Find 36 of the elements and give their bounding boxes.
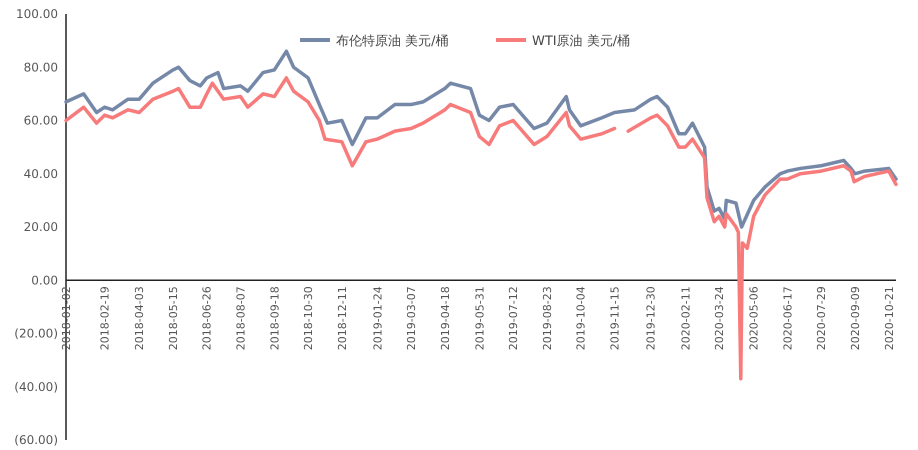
x-tick-label: 2019-08-23 — [540, 286, 554, 350]
x-tick-label: 2018-06-26 — [200, 286, 214, 350]
x-tick-label: 2020-10-21 — [882, 286, 896, 350]
legend-label: 布伦特原油 美元/桶 — [336, 33, 449, 49]
x-tick-label: 2019-11-15 — [608, 286, 622, 350]
y-tick-label: 60.00 — [24, 114, 58, 128]
x-tick-label: 2020-06-17 — [781, 286, 794, 350]
x-tick-label: 2020-05-06 — [748, 286, 761, 350]
y-tick-label: (60.00) — [14, 433, 58, 447]
x-tick-label: 2020-09-09 — [848, 286, 862, 350]
x-tick-label: 2018-04-03 — [133, 286, 146, 350]
y-tick-label: (40.00) — [14, 380, 58, 394]
x-tick-label: 2019-07-12 — [507, 286, 520, 350]
x-tick-label: 2018-01-02 — [60, 286, 73, 350]
x-tick-label: 2020-02-11 — [679, 286, 692, 350]
y-tick-label: 0.00 — [31, 273, 58, 288]
x-tick-label: 2020-07-29 — [815, 286, 828, 350]
x-tick-label: 2018-12-11 — [336, 286, 349, 350]
x-tick-label: 2019-05-31 — [473, 286, 486, 350]
x-tick-label: 2018-08-07 — [234, 286, 248, 350]
y-tick-label: 80.00 — [24, 60, 58, 74]
x-tick-label: 2019-12-30 — [644, 286, 658, 350]
y-tick-label: (20.00) — [14, 326, 58, 340]
x-tick-label: 2019-03-07 — [405, 286, 418, 350]
x-tick-label: 2018-10-30 — [302, 286, 316, 350]
x-tick-label: 2018-02-19 — [98, 286, 112, 350]
y-tick-label: 20.00 — [24, 220, 58, 234]
x-tick-label: 2018-09-18 — [268, 286, 282, 350]
x-tick-label: 2018-05-15 — [166, 286, 180, 350]
x-tick-label: 2019-04-18 — [438, 286, 452, 350]
legend-label: WTI原油 美元/桶 — [532, 33, 630, 49]
x-tick-label: 2019-01-24 — [371, 286, 384, 350]
x-tick-label: 2020-03-24 — [713, 286, 726, 350]
x-tick-label: 2019-10-04 — [574, 286, 588, 350]
y-tick-label: 100.00 — [16, 7, 58, 21]
y-tick-label: 40.00 — [24, 166, 58, 181]
